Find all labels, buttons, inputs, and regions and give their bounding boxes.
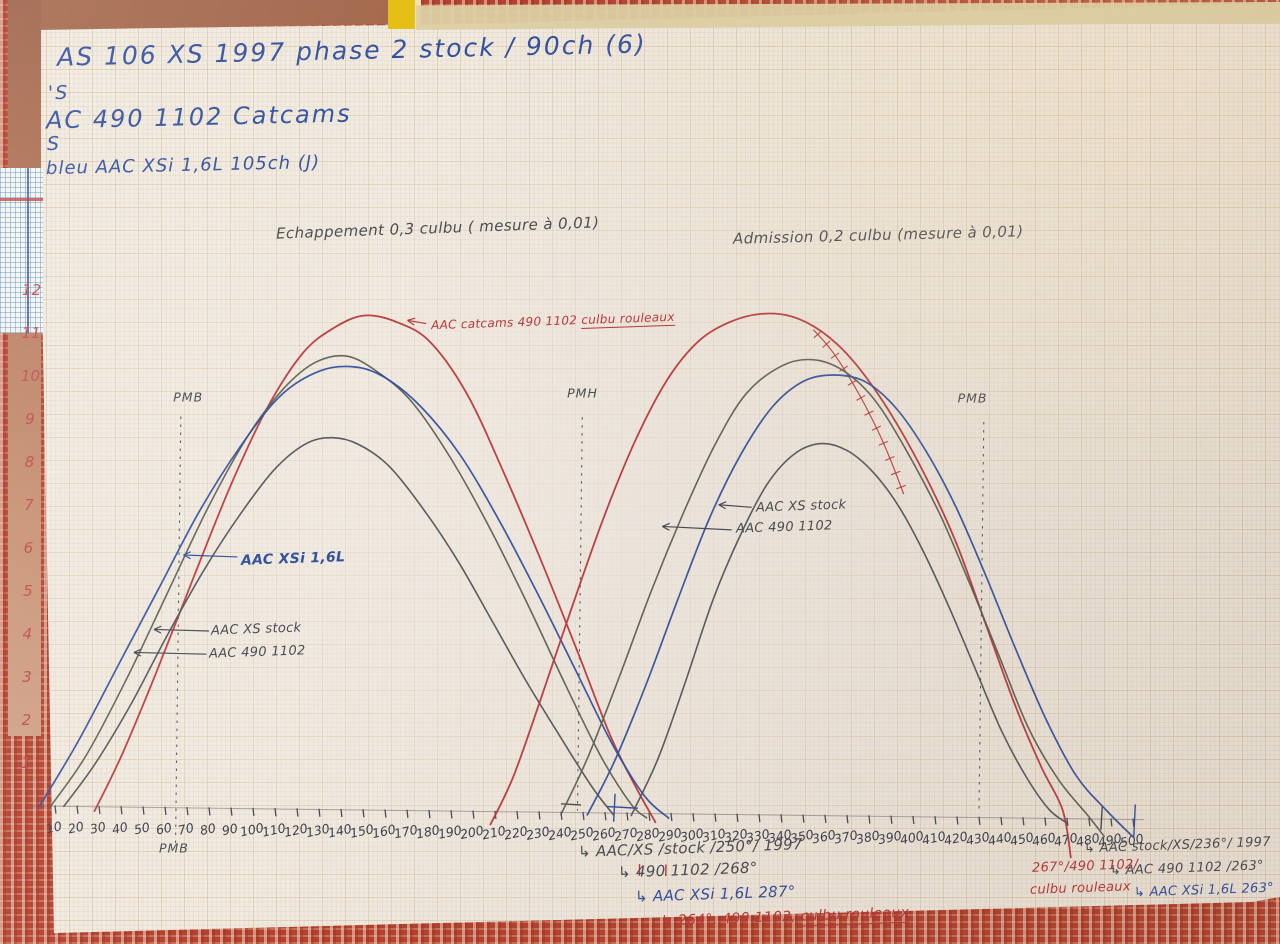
yellow-sticky-note xyxy=(388,0,421,29)
brown-folder-edge xyxy=(22,0,404,30)
title-line-mark-1: 'S xyxy=(47,81,70,105)
title-line-mark-2: S xyxy=(46,132,62,156)
blue-grid-paper-scrap xyxy=(0,168,43,333)
salmon-paper-strip xyxy=(8,0,41,736)
